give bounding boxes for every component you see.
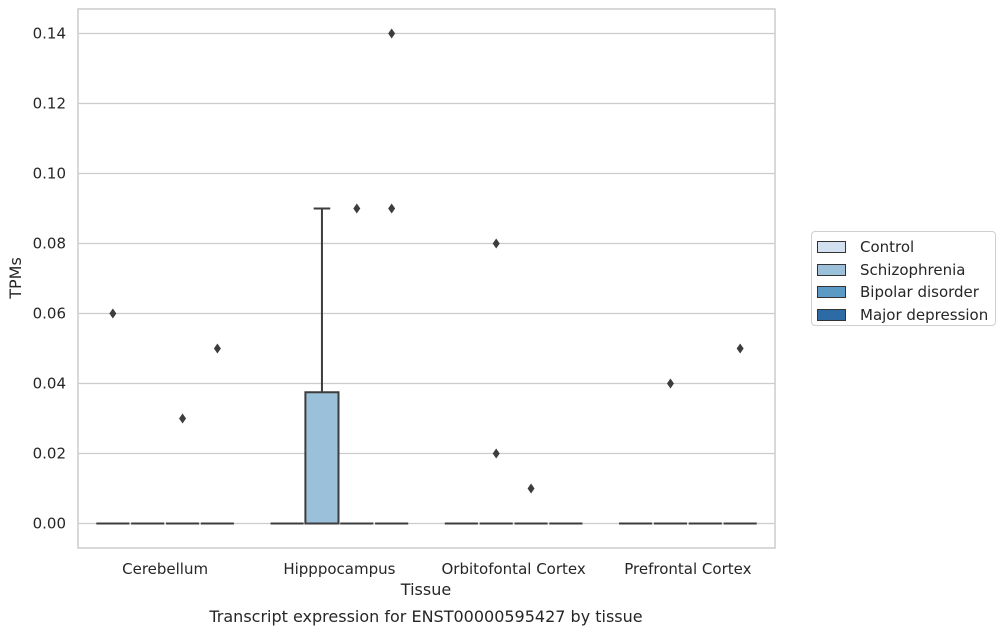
outlier-point <box>388 203 396 214</box>
outlier-point <box>109 308 117 319</box>
gridlines <box>78 32 775 525</box>
legend-item-control: Control <box>817 236 995 259</box>
x-tick-label: Orbitofontal Cortex <box>442 560 586 578</box>
legend-swatch-bipolar-disorder <box>817 286 846 299</box>
legend-item-bipolar-disorder: Bipolar disorder <box>817 281 995 304</box>
outlier-point <box>666 378 674 389</box>
legend-swatch-control <box>817 241 846 254</box>
y-tick-label: 0.14 <box>33 25 66 43</box>
outlier-point <box>736 343 744 354</box>
outlier-point <box>527 483 535 494</box>
outlier-point <box>492 448 500 459</box>
y-tick-label: 0.08 <box>33 235 66 253</box>
y-tick-label: 0.12 <box>33 95 66 113</box>
y-tick-label: 0.04 <box>33 375 66 393</box>
x-tick-label: Prefrontal Cortex <box>624 560 751 578</box>
x-tick-label: Cerebellum <box>122 560 208 578</box>
x-axis-ticks: Cerebellum Hipppocampus Orbitofontal Corte… <box>122 560 751 578</box>
legend-label: Bipolar disorder <box>860 283 979 302</box>
y-tick-label: 0.10 <box>33 165 66 183</box>
x-tick-label: Hipppocampus <box>283 560 395 578</box>
outlier-point <box>179 413 187 424</box>
outlier-point <box>388 28 396 39</box>
y-axis-ticks: 0.00 0.02 0.04 0.06 0.08 0.10 0.12 0.14 <box>33 25 66 533</box>
chart-title: Transcript expression for ENST0000059542… <box>208 607 642 626</box>
legend: Control Schizophrenia Bipolar disorder M… <box>811 231 996 326</box>
legend-label: Major depression <box>860 305 989 324</box>
y-tick-label: 0.00 <box>33 515 66 533</box>
y-tick-label: 0.06 <box>33 305 66 323</box>
y-axis-title: TPMs <box>6 257 25 300</box>
legend-label: Control <box>860 238 915 257</box>
outlier-point <box>353 203 361 214</box>
legend-swatch-schizophrenia <box>817 263 846 276</box>
x-axis-title: Tissue <box>400 580 451 599</box>
legend-item-major-depression: Major depression <box>817 304 995 327</box>
y-tick-label: 0.02 <box>33 445 66 463</box>
legend-item-schizophrenia: Schizophrenia <box>817 259 995 282</box>
plot-border <box>77 8 776 549</box>
box <box>304 391 340 525</box>
outlier-point <box>213 343 221 354</box>
legend-swatch-major-depression <box>817 308 846 321</box>
legend-label: Schizophrenia <box>860 260 966 279</box>
outlier-point <box>492 238 500 249</box>
box-plot-series <box>96 28 757 525</box>
plot-frame <box>77 8 776 549</box>
